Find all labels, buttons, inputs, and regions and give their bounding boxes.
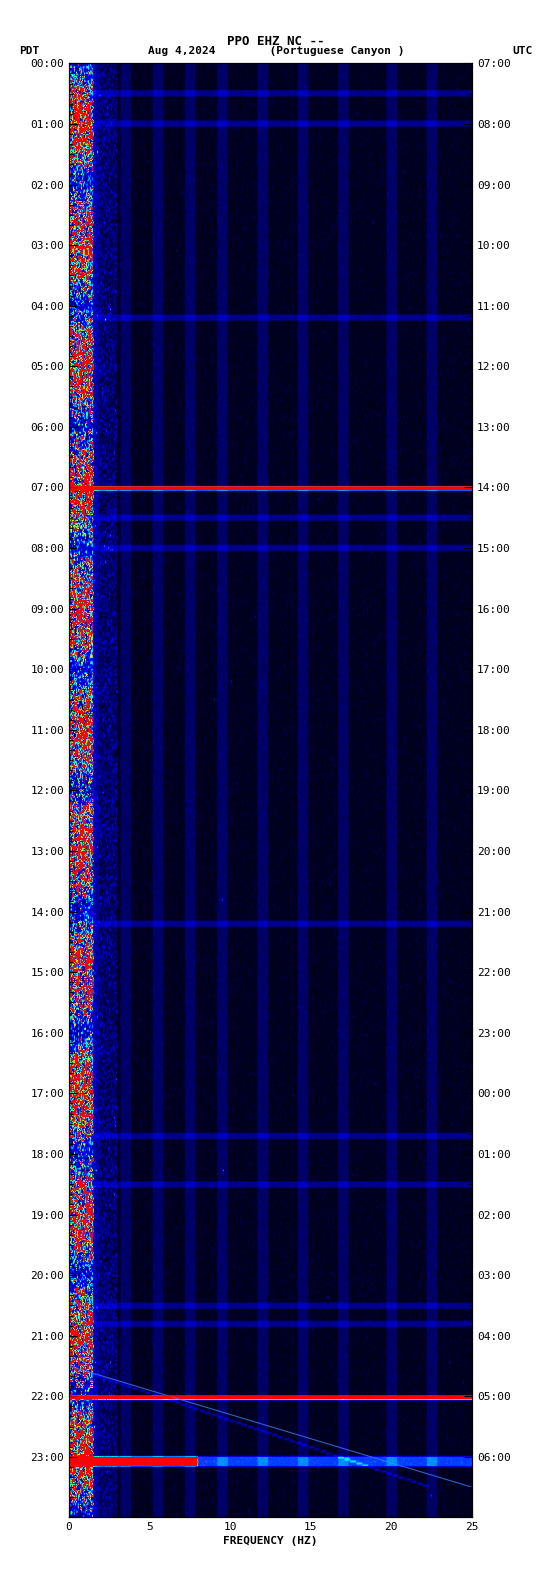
Text: PDT: PDT [19, 46, 40, 55]
Text: UTC: UTC [512, 46, 533, 55]
Text: PPO EHZ NC --: PPO EHZ NC -- [227, 35, 325, 48]
X-axis label: FREQUENCY (HZ): FREQUENCY (HZ) [223, 1536, 318, 1546]
Text: Aug 4,2024        (Portuguese Canyon ): Aug 4,2024 (Portuguese Canyon ) [148, 46, 404, 55]
